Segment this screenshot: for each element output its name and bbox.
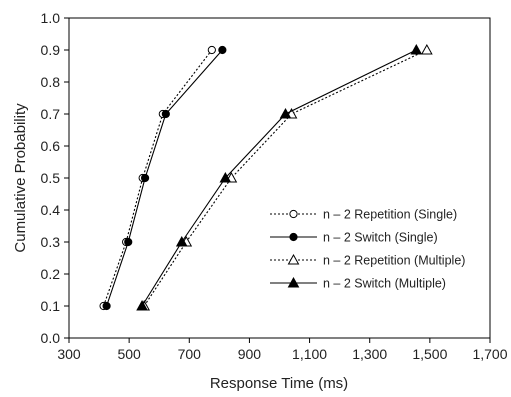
x-tick-label: 900 bbox=[238, 346, 262, 362]
legend-marker bbox=[287, 276, 300, 288]
x-axis-title: Response Time (ms) bbox=[210, 375, 348, 392]
legend-label: n – 2 Switch (Multiple) bbox=[323, 277, 446, 291]
x-tick-label: 1,700 bbox=[472, 346, 507, 362]
legend-entry: n – 2 Switch (Multiple) bbox=[270, 277, 446, 291]
x-tick-label: 500 bbox=[117, 346, 141, 362]
legend-label: n – 2 Switch (Single) bbox=[323, 231, 438, 245]
legend-entry: n – 2 Repetition (Multiple) bbox=[270, 254, 465, 268]
x-tick-label: 300 bbox=[57, 346, 81, 362]
series-4 bbox=[136, 43, 423, 311]
y-tick-label: 0.8 bbox=[41, 74, 61, 90]
series-2 bbox=[102, 45, 227, 311]
data-point bbox=[218, 45, 227, 55]
x-tick-label: 1,300 bbox=[352, 346, 387, 362]
legend-marker bbox=[287, 253, 300, 265]
series-1 bbox=[99, 45, 216, 311]
legend-marker bbox=[289, 232, 298, 242]
data-point bbox=[421, 43, 433, 55]
data-point bbox=[161, 109, 170, 119]
x-tick-label: 1,100 bbox=[292, 346, 327, 362]
data-point bbox=[279, 107, 292, 119]
y-tick-label: 0.4 bbox=[41, 202, 61, 218]
x-tick-label: 700 bbox=[178, 346, 202, 362]
y-tick-label: 1.0 bbox=[41, 10, 61, 26]
y-tick-label: 0.3 bbox=[41, 234, 61, 250]
data-point bbox=[102, 301, 111, 311]
data-point bbox=[140, 173, 150, 183]
y-tick-label: 0.7 bbox=[41, 106, 61, 122]
data-point bbox=[175, 235, 188, 247]
series-3 bbox=[138, 43, 433, 311]
legend-label: n – 2 Repetition (Single) bbox=[323, 208, 457, 222]
x-tick-label: 1,500 bbox=[412, 346, 447, 362]
data-point bbox=[124, 237, 133, 247]
y-tick-label: 0.1 bbox=[41, 298, 61, 314]
y-tick-label: 0.0 bbox=[41, 330, 61, 346]
data-point bbox=[410, 43, 423, 55]
series-layer bbox=[99, 43, 433, 311]
series-line bbox=[141, 49, 417, 307]
legend-marker bbox=[289, 209, 298, 219]
y-tick-label: 0.5 bbox=[41, 170, 61, 186]
y-axis-title: Cumulative Probability bbox=[12, 103, 29, 253]
legend-label: n – 2 Repetition (Multiple) bbox=[323, 254, 465, 268]
y-tick-label: 0.6 bbox=[41, 138, 61, 154]
legend-entry: n – 2 Switch (Single) bbox=[270, 231, 438, 245]
y-tick-label: 0.2 bbox=[41, 266, 61, 282]
series-line bbox=[143, 49, 428, 307]
legend-entry: n – 2 Repetition (Single) bbox=[270, 208, 457, 222]
data-point bbox=[136, 299, 148, 311]
legend: n – 2 Repetition (Single) n – 2 Switch (S… bbox=[270, 208, 465, 291]
axes: 300 500 700 900 1,100 1,300 1,500 1,700 0.0 0.1 0.… bbox=[41, 10, 508, 362]
data-point bbox=[207, 45, 216, 55]
series-line bbox=[106, 49, 223, 307]
y-tick-label: 0.9 bbox=[41, 42, 61, 58]
data-point bbox=[219, 171, 232, 183]
